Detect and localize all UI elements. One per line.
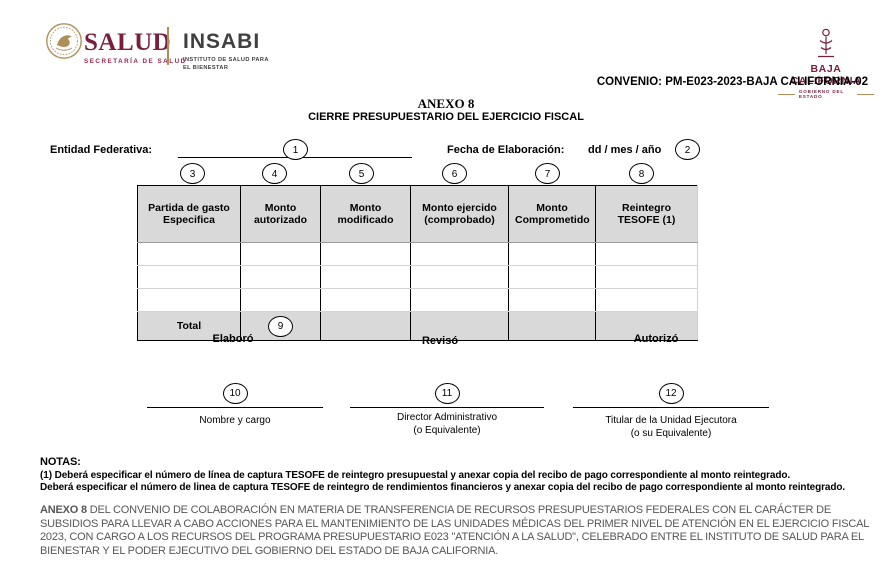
table-cell-empty [240, 265, 321, 289]
footer-text: DEL CONVENIO DE COLABORACIÓN EN MATERIA … [40, 504, 869, 557]
table-cell-empty [508, 242, 596, 266]
table-row [137, 288, 698, 312]
insabi-wordmark: INSABI [183, 30, 261, 53]
table-cell-empty [410, 288, 509, 312]
signature-caption: (o Equivalente) [413, 425, 481, 436]
col-header-partida: Partida de gasto Especifica [137, 185, 241, 243]
notes-heading: NOTAS: [40, 456, 81, 468]
ref-circle-6: 6 [442, 163, 467, 184]
salud-logo: SALUD SECRETARÍA DE SALUD [84, 30, 187, 65]
table-cell-empty [595, 242, 698, 266]
signature-block-autorizo: 12 Titular de la Unidad Ejecutora (o su … [573, 383, 769, 440]
ref-circle-9: 9 [268, 315, 293, 337]
doc-subtitle: CIERRE PRESUPUESTARIO DEL EJERCICIO FISC… [308, 111, 584, 123]
table-cell-empty [508, 311, 596, 341]
table-row [137, 242, 698, 266]
footer-legal-paragraph: ANEXO 8 DEL CONVENIO DE COLABORACIÓN EN … [40, 504, 870, 558]
table-cell-empty [240, 288, 321, 312]
signature-caption: Nombre y cargo [199, 415, 271, 426]
signature-line [147, 407, 323, 408]
table-cell-empty [320, 265, 411, 289]
ref-circle-7: 7 [535, 163, 560, 184]
salud-eagle-seal-icon [45, 22, 83, 65]
table-cell-empty [508, 288, 596, 312]
col-header-monto-autorizado: Monto autorizado [240, 185, 321, 243]
table-cell-empty [240, 242, 321, 266]
salud-caption: SECRETARÍA DE SALUD [84, 58, 187, 65]
ref-circle-4: 4 [262, 163, 287, 184]
doc-title: ANEXO 8 [417, 96, 475, 111]
baja-california-emblem-icon [814, 26, 838, 65]
ref-circle-1: 1 [283, 139, 308, 160]
ref-circle-12: 12 [658, 383, 684, 404]
signature-line [350, 407, 544, 408]
signature-caption: Director Administrativo [396, 412, 498, 423]
col-header-monto-modificado: Monto modificado [320, 185, 411, 243]
budget-table: Partida de gasto Especifica Monto autori… [137, 185, 698, 341]
ref-circle-2: 2 [675, 139, 700, 160]
fecha-elaboracion-label: Fecha de Elaboración: [447, 144, 565, 156]
table-cell-empty [595, 265, 698, 289]
table-total-row: Total 9 [137, 311, 698, 341]
table-cell-empty [595, 288, 698, 312]
total-amount-cell: 9 [240, 311, 321, 341]
col-header-monto-ejercido: Monto ejercido (comprobado) [410, 185, 509, 243]
table-cell-empty [137, 265, 241, 289]
table-cell-empty [410, 311, 509, 341]
table-cell-empty [320, 242, 411, 266]
table-header-row: Partida de gasto Especifica Monto autori… [137, 185, 698, 243]
table-cell-empty [410, 242, 509, 266]
signature-caption: (o su Equivalente) [630, 428, 712, 439]
ref-circle-3: 3 [180, 163, 205, 184]
signature-caption: Titular de la Unidad Ejecutora [605, 415, 737, 426]
baja-california-wordmark: BAJA CALIFORNIA [790, 63, 862, 87]
table-cell-empty [137, 242, 241, 266]
table-cell-empty [508, 265, 596, 289]
convenio-number: CONVENIO: PM-E023-2023-BAJA CALIFORNIA-0… [596, 76, 868, 88]
role-reviso: Revisó [421, 335, 459, 347]
table-cell-empty [137, 288, 241, 312]
signature-line [573, 407, 769, 408]
note-item-1: (1) Deberá especificar el número de líne… [40, 470, 791, 481]
insabi-caption: INSTITUTO DE SALUD PARA EL BIENESTAR [183, 57, 269, 72]
table-cell-empty [595, 311, 698, 341]
entidad-federativa-label: Entidad Federativa: [50, 144, 153, 156]
note-item-2: Deberá especificar el número de linea de… [40, 482, 846, 493]
ref-circle-10: 10 [222, 383, 248, 404]
table-cell-empty [320, 288, 411, 312]
footer-bold-prefix: ANEXO 8 [40, 504, 87, 516]
salud-wordmark: SALUD [84, 29, 172, 56]
logo-divider [167, 27, 169, 65]
fecha-format-value: dd / mes / año [588, 144, 662, 156]
insabi-logo: INSABI INSTITUTO DE SALUD PARA EL BIENES… [183, 31, 275, 73]
col-header-monto-comprometido: Monto Comprometido [508, 185, 596, 243]
table-cell-empty [410, 265, 509, 289]
table-cell-empty [320, 311, 411, 341]
signature-block-reviso: 11 Director Administrativo (o Equivalent… [350, 383, 544, 437]
ref-circle-8: 8 [629, 163, 654, 184]
col-header-reintegro-tesofe: Reintegro TESOFE (1) [595, 185, 698, 243]
table-row [137, 265, 698, 289]
signature-block-elaboro: 10 Nombre y cargo [147, 383, 323, 427]
role-elaboro: Elaboró [212, 333, 254, 345]
total-label: Total [137, 311, 241, 341]
ref-circle-5: 5 [349, 163, 374, 184]
baja-california-caption: GOBIERNO DEL ESTADO [778, 89, 874, 99]
ref-circle-11: 11 [434, 383, 460, 404]
baja-california-logo: BAJA CALIFORNIA GOBIERNO DEL ESTADO [778, 63, 874, 99]
role-autorizo: Autorizó [633, 333, 679, 345]
